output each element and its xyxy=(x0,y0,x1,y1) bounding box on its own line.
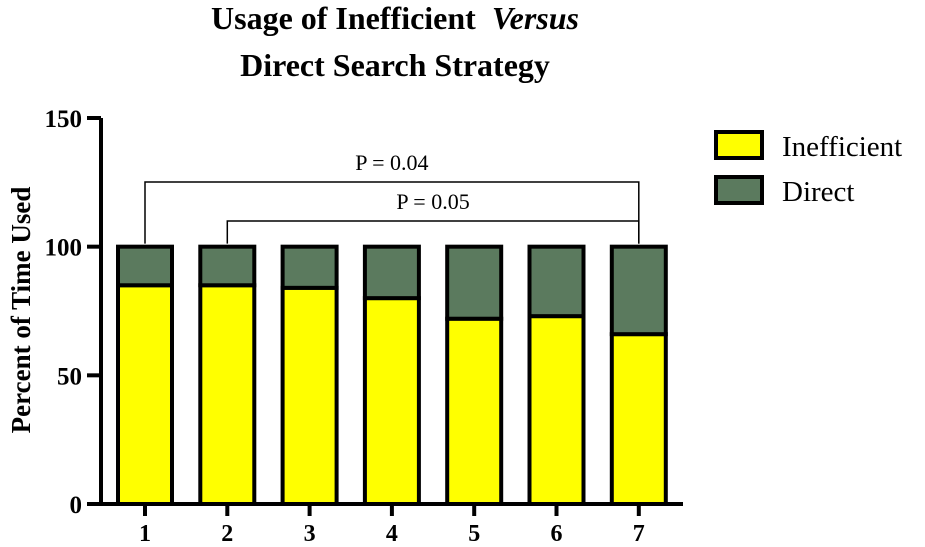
x-tick-label: 3 xyxy=(304,521,316,547)
y-tick-label: 50 xyxy=(57,363,82,390)
chart-title-prefix: Usage of Inefficient xyxy=(211,0,476,36)
bar-segment-inefficient-4 xyxy=(362,296,421,506)
bar-segment-direct-3 xyxy=(280,244,339,290)
legend-swatch-inefficient xyxy=(714,130,764,160)
p-value-label: P = 0.04 xyxy=(355,150,428,175)
bar-segment-inefficient-7 xyxy=(609,332,668,506)
x-tick-label: 5 xyxy=(468,521,480,547)
y-tick-label: 150 xyxy=(45,106,83,133)
bar-segment-inefficient-1 xyxy=(116,283,174,506)
bar-segment-inefficient-6 xyxy=(527,314,586,506)
bar-segment-direct-4 xyxy=(362,244,421,301)
x-tick-label: 1 xyxy=(139,521,151,547)
legend-label-direct: Direct xyxy=(782,176,854,208)
x-tick-label: 7 xyxy=(633,521,645,547)
chart-title-line-1: Usage of Inefficient Versus xyxy=(211,0,579,36)
legend-label-inefficient: Inefficient xyxy=(782,131,902,163)
bar-segment-direct-7 xyxy=(609,244,668,337)
bar-segment-inefficient-2 xyxy=(198,283,257,506)
x-tick-label: 6 xyxy=(551,521,563,547)
chart-title-line-2: Direct Search Strategy xyxy=(240,47,550,83)
bar-segment-direct-2 xyxy=(198,244,257,288)
bar-segment-direct-6 xyxy=(527,244,586,319)
x-tick-label: 2 xyxy=(221,521,233,547)
p-value-label: P = 0.05 xyxy=(396,189,469,214)
y-tick-label: 100 xyxy=(45,235,83,262)
chart-title-italic: Versus xyxy=(492,0,579,36)
y-axis-label: Percent of Time Used xyxy=(6,187,36,434)
x-ticks: 1 2 3 4 5 6 7 xyxy=(139,504,645,547)
bar-segment-inefficient-3 xyxy=(280,285,339,506)
significance-bracket xyxy=(226,220,640,244)
y-ticks: 0 50 100 150 xyxy=(45,106,101,519)
bar-segment-direct-5 xyxy=(445,244,504,321)
legend: Inefficient Direct xyxy=(714,130,902,208)
y-tick-label: 0 xyxy=(70,492,83,519)
bar-segment-inefficient-5 xyxy=(445,316,504,506)
x-tick-label: 4 xyxy=(386,521,398,547)
bars xyxy=(116,244,668,506)
bar-segment-direct-1 xyxy=(116,244,174,288)
significance-bracket xyxy=(144,181,640,244)
significance-brackets: P = 0.04 P = 0.05 xyxy=(144,150,640,244)
legend-swatch-direct xyxy=(714,175,764,205)
